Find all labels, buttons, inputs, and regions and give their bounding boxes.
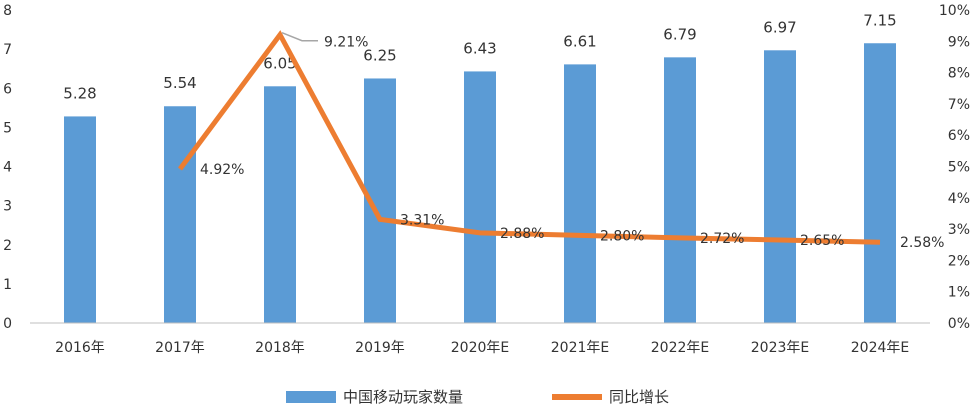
x-axis: 2016年 2017年 2018年 2019年 2020年E 2021年E 2022年E 20… [55,340,909,356]
left-y-tick-label: 5 [3,120,12,136]
bar-value-label: 6.43 [463,39,496,57]
right-y-tick-label: 1% [948,285,970,301]
bar [564,64,596,323]
line-value-label: 2.58% [900,235,944,251]
right-y-tick-label: 5% [948,160,970,176]
growth-line [177,30,881,245]
x-tick-label: 2018年 [255,340,305,356]
right-y-tick-label: 2% [948,253,970,269]
bar-value-label: 6.97 [763,18,796,36]
line-value-label: 2.65% [800,233,844,249]
bar [764,50,796,324]
bar [464,71,496,324]
right-y-tick-label: 4% [948,191,970,207]
line-value-label: 2.80% [600,228,644,244]
bar-value-label: 6.79 [663,25,696,43]
line-series [177,30,881,245]
right-y-tick-label: 7% [948,97,970,113]
left-y-tick-label: 1 [3,277,12,293]
line-value-label: 9.21% [324,35,368,51]
x-tick-label: 2019年 [355,340,405,356]
bar-value-label: 6.25 [363,46,396,64]
legend: 中国移动玩家数量 同比增长 [286,388,669,406]
bar-value-label: 5.54 [163,74,196,92]
right-y-tick-label: 8% [948,66,970,82]
x-tick-label: 2022年E [651,340,709,356]
left-y-tick-label: 3 [3,199,12,215]
x-tick-label: 2020年E [451,340,509,356]
line-label-leader [281,32,318,42]
right-y-tick-label: 6% [948,128,970,144]
left-y-tick-label: 8 [3,3,12,19]
x-tick-label: 2016年 [55,340,105,356]
bar [164,106,196,323]
bar-value-label: 5.28 [63,84,96,102]
bar-series [64,43,896,324]
x-tick-label: 2021年E [551,340,609,356]
bar [664,57,696,324]
left-y-tick-label: 4 [3,160,12,176]
line-value-label: 3.31% [400,212,444,228]
x-tick-label: 2024年E [851,340,909,356]
line-value-label: 2.72% [700,231,744,247]
right-y-axis: 0% 1% 2% 3% 4% 5% 6% 7% 8% 9% 10% [939,3,970,332]
x-tick-label: 2023年E [751,340,809,356]
right-y-tick-label: 10% [939,3,970,19]
legend-bar-swatch [286,391,336,403]
left-y-tick-label: 6 [3,81,12,97]
bar-value-label: 6.05 [263,54,296,72]
bar-value-labels: 5.28 5.54 6.05 6.25 6.43 6.61 6.79 6.97 7.15 [63,11,896,102]
legend-bar-label: 中国移动玩家数量 [343,388,463,406]
bar-value-label: 7.15 [863,11,896,29]
right-y-tick-label: 9% [948,34,970,50]
line-value-labels: 4.92% 9.21% 3.31% 2.88% 2.80% 2.72% 2.65% 2.58% [200,32,944,251]
left-y-tick-label: 2 [3,238,12,254]
line-value-label: 2.88% [500,226,544,242]
x-tick-label: 2017年 [155,340,205,356]
left-y-tick-label: 7 [3,42,12,58]
right-y-tick-label: 0% [948,316,970,332]
line-value-label: 4.92% [200,162,244,178]
bar [264,86,296,323]
bar [864,43,896,323]
bar [64,116,96,323]
legend-line-label: 同比增长 [609,388,669,406]
left-y-axis: 0 1 2 3 4 5 6 7 8 [3,3,12,332]
left-y-tick-label: 0 [3,316,12,332]
bar-value-label: 6.61 [563,32,596,50]
right-y-tick-label: 3% [948,222,970,238]
